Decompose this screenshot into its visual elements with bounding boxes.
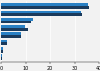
Bar	[1, 32, 21, 35]
Bar	[1, 13, 82, 16]
Bar	[1, 11, 81, 13]
Bar	[1, 35, 21, 38]
Bar	[1, 28, 28, 31]
Bar	[1, 21, 31, 23]
Bar	[1, 50, 3, 53]
Bar	[1, 25, 25, 28]
Bar	[1, 57, 2, 60]
Bar	[1, 6, 89, 9]
Bar	[1, 54, 2, 57]
Bar	[1, 47, 3, 50]
Bar	[1, 43, 7, 45]
Bar	[1, 40, 7, 43]
Bar	[1, 18, 33, 21]
Bar	[1, 3, 88, 6]
